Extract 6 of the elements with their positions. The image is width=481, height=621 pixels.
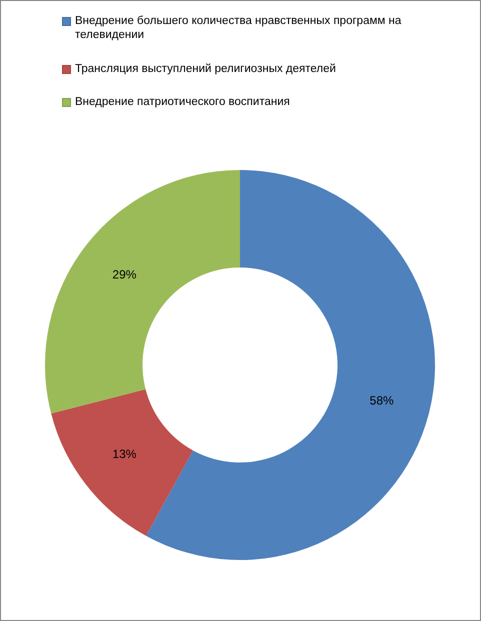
- legend-label: Внедрение патриотического воспитания: [75, 95, 291, 109]
- data-label: 29%: [112, 268, 137, 282]
- data-label: 58%: [370, 394, 394, 408]
- legend-label: Внедрение большего количества нравственных программ на телевидении: [75, 14, 402, 42]
- legend-label: Трансляция выступлений религиозных деятелей: [75, 62, 337, 76]
- data-label: 13%: [112, 446, 137, 461]
